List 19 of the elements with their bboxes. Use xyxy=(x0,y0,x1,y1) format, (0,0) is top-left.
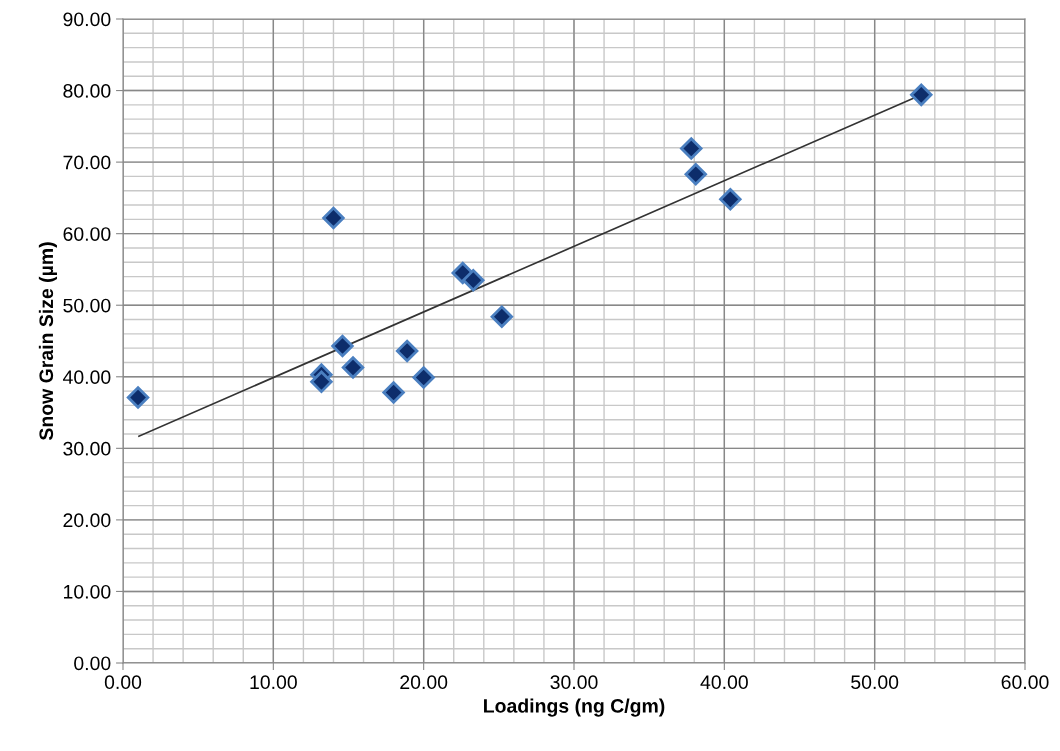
x-tick-label: 20.00 xyxy=(400,675,448,690)
x-axis-title: Loadings (ng C/gm) xyxy=(484,698,665,717)
y-tick-label: 40.00 xyxy=(62,370,111,385)
y-tick-label: 50.00 xyxy=(63,298,111,313)
y-tick-label: 70.00 xyxy=(63,155,111,170)
y-tick-label: 60.00 xyxy=(63,227,111,241)
x-tick-label: 10.00 xyxy=(250,675,297,690)
y-tick-label: 30.00 xyxy=(63,441,111,456)
x-tick-label: 0.00 xyxy=(104,675,142,690)
y-axis-title: Snow Grain Size (µm) xyxy=(38,242,57,441)
y-tick-label: 0.00 xyxy=(74,656,111,671)
x-tick-label: 30.00 xyxy=(550,675,598,690)
y-tick-label: 20.00 xyxy=(63,513,111,528)
y-tick-label: 80.00 xyxy=(63,84,111,98)
y-tick-label: 90.00 xyxy=(63,12,111,27)
x-tick-label: 50.00 xyxy=(851,675,899,690)
x-tick-label: 60.00 xyxy=(1001,675,1049,690)
x-tick-label: 40.00 xyxy=(700,675,748,690)
y-tick-label: 10.00 xyxy=(64,584,111,599)
